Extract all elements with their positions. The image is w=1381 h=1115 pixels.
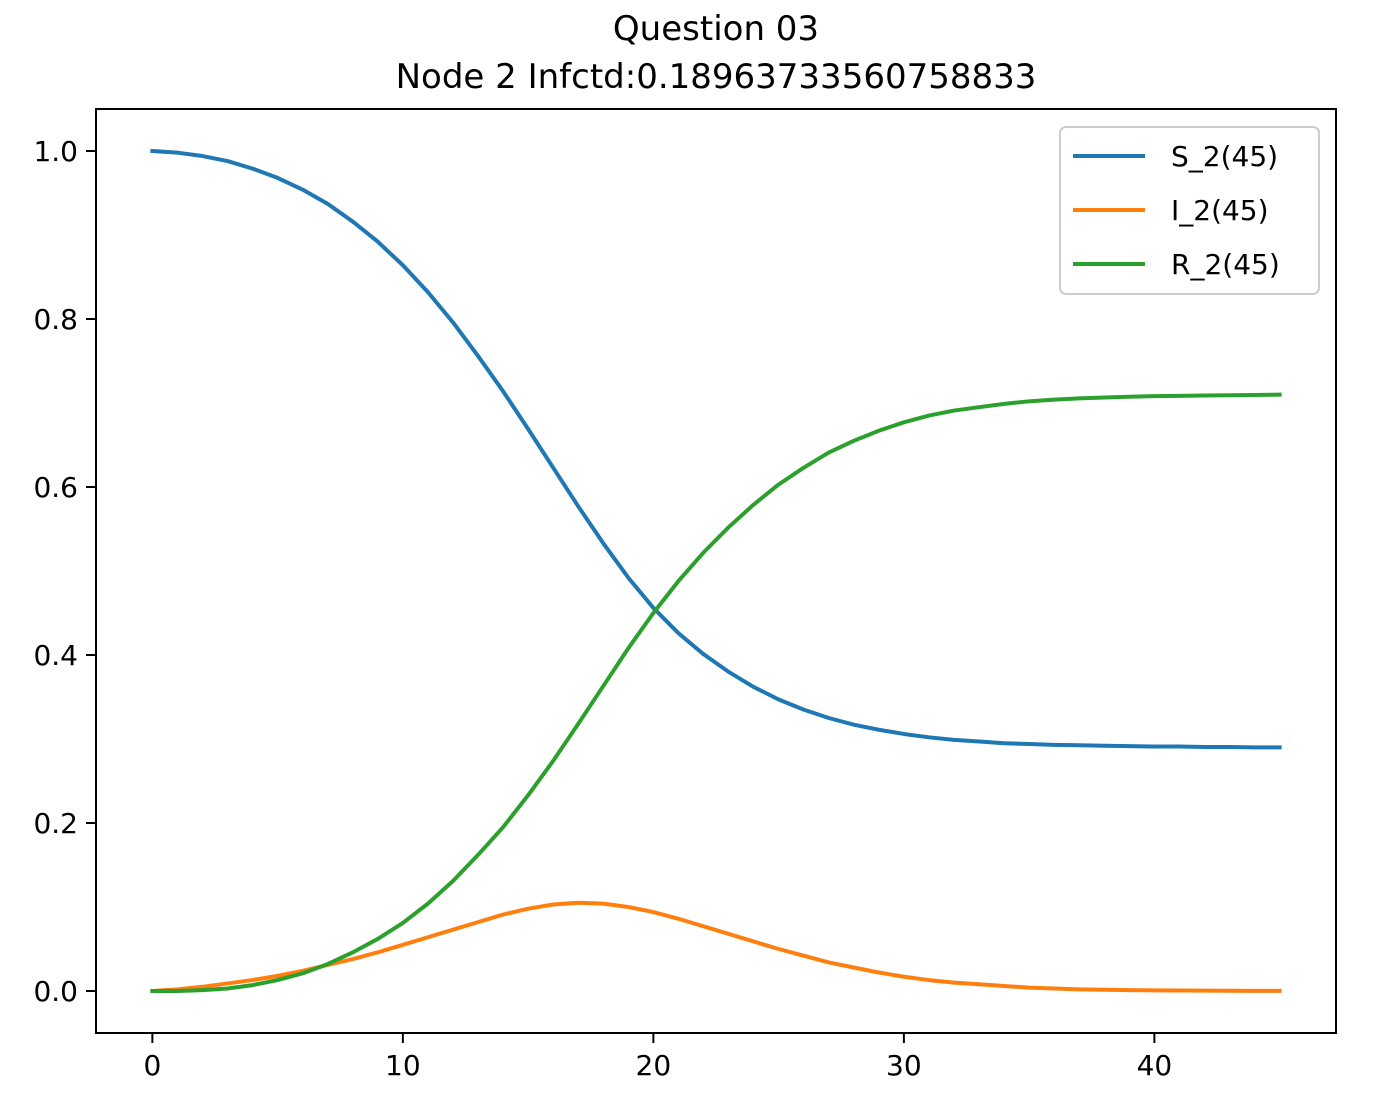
y-tick-label: 0.4 [33, 639, 78, 672]
x-tick-label: 40 [1137, 1049, 1173, 1082]
series-line-s-2-45- [150, 148, 1282, 750]
y-tick-label: 0.2 [33, 807, 78, 840]
plot-frame [95, 108, 1337, 1034]
y-tick-label: 0.8 [33, 303, 78, 336]
x-axis: 0 10 20 30 40 [143, 1033, 1172, 1082]
y-tick-label: 1.0 [33, 135, 78, 168]
series-line-i-2-45- [150, 900, 1282, 994]
x-tick-label: 10 [385, 1049, 421, 1082]
legend-box [1059, 126, 1320, 295]
legend-label: R_2(45) [1171, 248, 1280, 281]
x-tick-label: 30 [886, 1049, 922, 1082]
chart-subtitle: Node 2 Infctd:0.18963733560758833 [396, 57, 1037, 97]
y-axis: 0.0 0.2 0.4 0.6 0.8 1.0 [33, 135, 96, 1008]
chart-title: Question 03 [613, 9, 819, 49]
series-line-r-2-45- [150, 392, 1282, 993]
y-tick-label: 0.0 [33, 975, 78, 1008]
legend: S_2(45) I_2(45) R_2(45) [1059, 126, 1320, 295]
legend-label: S_2(45) [1171, 140, 1278, 173]
x-tick-label: 20 [636, 1049, 672, 1082]
series-layer [150, 148, 1282, 994]
y-tick-label: 0.6 [33, 471, 78, 504]
x-tick-label: 0 [143, 1049, 161, 1082]
legend-label: I_2(45) [1171, 194, 1269, 227]
